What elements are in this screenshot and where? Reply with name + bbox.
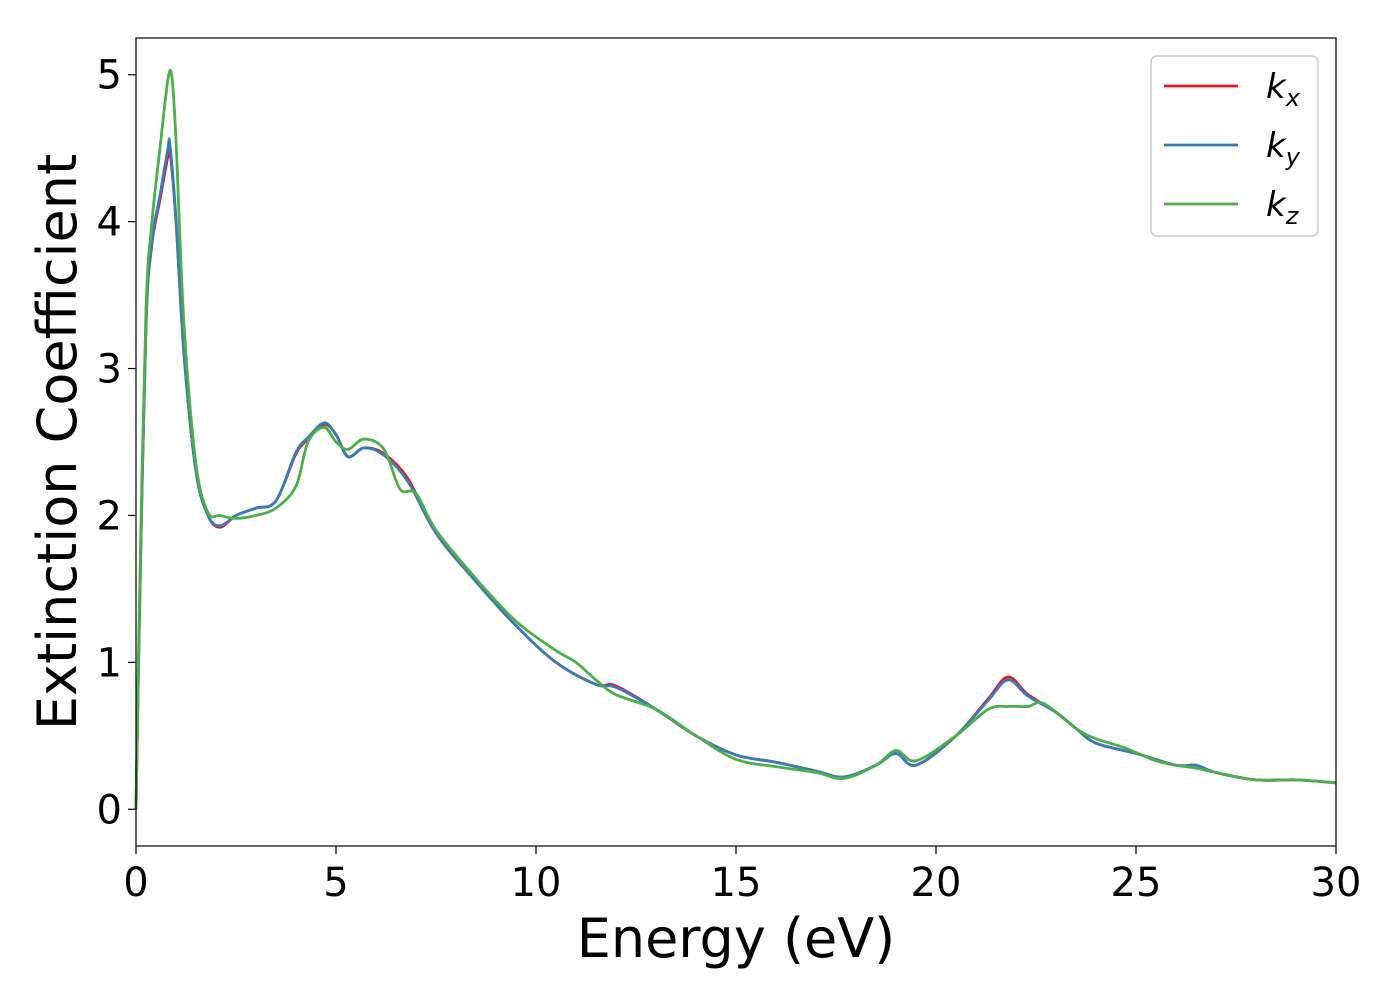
y-tick-label: 5: [97, 53, 122, 99]
legend: kx ky kz: [1150, 55, 1319, 237]
y-tick-label: 3: [97, 347, 122, 393]
x-tick-label: 0: [123, 860, 148, 906]
x-tick-label: 5: [323, 860, 348, 906]
x-tick-label: 20: [911, 860, 962, 906]
x-tick-label: 30: [1311, 860, 1362, 906]
y-tick-label: 1: [97, 640, 122, 686]
y-tick-label: 0: [97, 787, 122, 833]
x-tick-label: 15: [711, 860, 762, 906]
x-axis-title: Energy (eV): [577, 907, 896, 970]
legend-label-kz: kz: [1266, 185, 1300, 230]
y-tick-label: 2: [97, 493, 122, 539]
y-axis: 0 1 2 3 4 5: [97, 53, 136, 833]
series-layer: [134, 68, 1337, 810]
legend-label-kx: kx: [1266, 67, 1301, 112]
y-tick-label: 4: [97, 200, 122, 246]
x-axis: 0 5 10 15 20 25 30: [123, 846, 1361, 906]
x-tick-label: 10: [511, 860, 562, 906]
legend-label-ky: ky: [1266, 126, 1301, 171]
series-line-kz: [134, 68, 1337, 810]
x-tick-label: 25: [1111, 860, 1162, 906]
y-axis-title: Extinction Coefficient: [26, 154, 89, 730]
